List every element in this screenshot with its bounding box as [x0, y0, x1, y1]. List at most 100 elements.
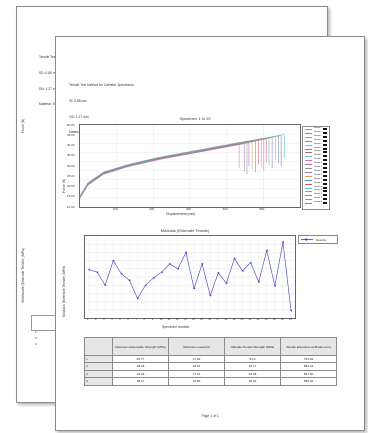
table-cell: 36.02 [224, 377, 281, 386]
legend-line-swatch [305, 140, 312, 142]
strength-x-tick: 1 [87, 318, 89, 321]
legend-line-swatch [305, 132, 312, 134]
results-legend-label: Results [316, 237, 327, 242]
strength-x-tick: 7 [135, 318, 137, 321]
results-point [152, 276, 155, 279]
strength-x-tick: 4 [111, 318, 113, 321]
force-curve-specimen [79, 136, 276, 197]
force-curve-specimen [79, 142, 248, 198]
strength-x-tick: 26 [289, 318, 292, 321]
force-legend-item: Specimen 11 [304, 167, 328, 169]
table-cell: 46.17 [224, 362, 281, 371]
table-row: 4 38.17 15.66 36.02 556.02 [84, 377, 337, 386]
table-cell: 704.62 [280, 354, 337, 364]
table-cell: 17.62 [168, 354, 225, 364]
legend-line-swatch [305, 203, 312, 204]
force-x-tick: 400 [222, 207, 228, 211]
legend-line-swatch [305, 148, 312, 150]
legend-marker [323, 155, 327, 158]
force-displacement-chart: Specimen 1 to 20 Force (N) 50.00 45.00 40.… [56, 113, 364, 223]
strength-x-tick: 12 [175, 318, 179, 321]
strength-chart: Modulus (Extensile Tensile) Modulus (Ext… [56, 227, 364, 335]
force-curve-specimen [79, 142, 250, 198]
legend-marker [323, 151, 327, 154]
force-legend-item: Specimen 7 [304, 151, 328, 154]
results-point [144, 284, 147, 287]
force-x-tick: 300 [186, 207, 192, 211]
legend-line-swatch [305, 187, 312, 189]
force-y-tick: 10.00 [67, 204, 75, 209]
back-row-label: 1 [35, 330, 37, 334]
back-table-fragment [31, 315, 57, 331]
legend-line-swatch [305, 171, 312, 173]
results-point [160, 271, 163, 274]
table-header-cell: Tensile Extension at Break (mm) [280, 337, 337, 356]
table-row: 2 38.36 18.97 46.17 582.23 [84, 362, 337, 371]
table-header-cell [84, 337, 113, 356]
force-legend-item: Specimen 16 [304, 186, 328, 189]
force-curve-specimen [79, 144, 240, 199]
force-legend-item: Specimen 8 [304, 155, 328, 158]
results-point [225, 282, 228, 285]
force-legend-item: Specimen 4 [304, 139, 328, 142]
results-point [241, 269, 244, 272]
force-legend-item: Specimen 10 [304, 163, 328, 166]
strength-x-tick: 8 [143, 318, 145, 321]
strength-x-tick: 5 [119, 318, 121, 321]
results-point [184, 251, 187, 254]
legend-marker [323, 194, 327, 197]
force-legend-label: Specimen 1 [314, 128, 322, 129]
strength-x-tick: 17 [216, 318, 220, 321]
force-legend-item: Specimen 14 [304, 178, 328, 181]
results-point [233, 257, 236, 260]
back-force-axis-label: Force (N) [21, 118, 25, 133]
force-legend-label: Specimen 10 [314, 163, 323, 165]
force-legend-label: Specimen 13 [314, 174, 323, 176]
force-chart-title: Specimen 1 to 20 [179, 116, 211, 121]
force-legend-item: Specimen 15 [304, 182, 328, 185]
results-point [217, 271, 220, 274]
table-header-cell: Maximum Extensible Strength (MPa) [112, 337, 169, 356]
table-header-cell: Maximum Load (N) [168, 337, 225, 356]
force-legend-label: Specimen 6 [314, 147, 322, 149]
results-point [120, 272, 123, 275]
force-curve-specimen [79, 136, 273, 197]
force-legend-label: Specimen 7 [314, 151, 322, 153]
legend-line-swatch [305, 152, 312, 154]
legend-line-swatch [305, 191, 312, 193]
table-cell: 597.60 [280, 369, 337, 379]
force-y-tick: 40.00 [67, 143, 75, 147]
force-legend-item: Specimen 5 [304, 143, 328, 146]
legend-line-swatch [305, 195, 312, 196]
strength-x-tick: 19 [232, 318, 236, 321]
results-point [103, 284, 107, 287]
legend-marker [323, 170, 327, 173]
force-legend-label: Specimen 12 [314, 170, 323, 172]
force-curve-specimen [79, 134, 282, 196]
results-point [192, 287, 196, 290]
force-curve-specimen [79, 138, 267, 197]
force-curve-specimen [79, 139, 262, 198]
force-legend-label: Specimen 8 [314, 155, 322, 157]
legend-marker [323, 202, 327, 205]
force-legend-item: Specimen 3 [304, 135, 328, 138]
legend-marker [323, 190, 327, 193]
report-header-line: ID: 0.88 mm [69, 99, 87, 104]
table-cell: 3 [84, 369, 113, 379]
force-legend-label: Specimen 19 [314, 198, 323, 200]
strength-legend: Results [298, 235, 338, 244]
force-y-tick: 25.00 [67, 173, 75, 178]
force-legend-item: Specimen 1 [304, 128, 328, 130]
legend-line-swatch [305, 129, 312, 130]
table-cell: 17.31 [168, 369, 225, 379]
strength-x-tick: 3 [103, 318, 105, 321]
legend-line-swatch [305, 175, 312, 177]
results-point [257, 280, 260, 283]
strength-x-tick: 25 [280, 318, 284, 321]
results-point [176, 267, 179, 270]
legend-marker [323, 139, 327, 142]
force-legend-label: Specimen 16 [314, 186, 323, 188]
page-footer: Page 1 of 1 [201, 414, 219, 418]
legend-marker [323, 174, 327, 177]
results-point [112, 259, 115, 262]
